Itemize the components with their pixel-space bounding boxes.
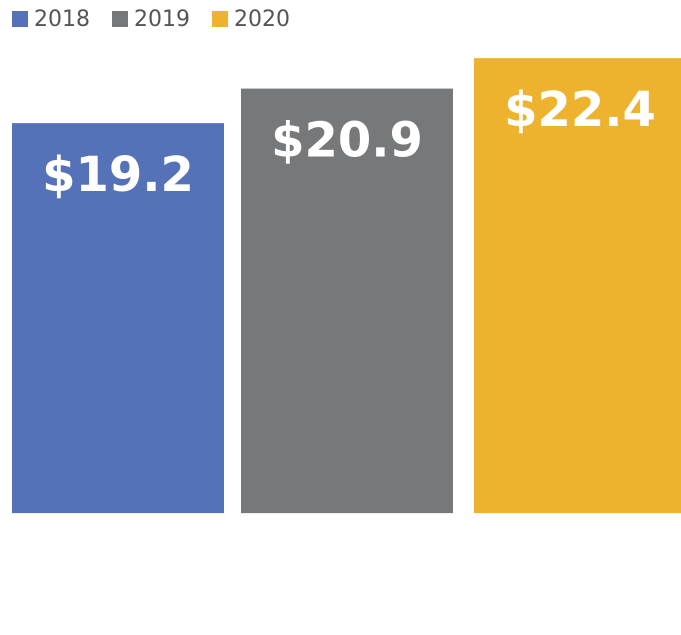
legend-label: 2019 [134, 7, 190, 32]
legend-swatch [12, 11, 28, 27]
bar [474, 58, 681, 514]
value-label: $22.4 [504, 82, 656, 138]
legend-swatch [212, 11, 228, 27]
bar [12, 123, 224, 514]
legend-swatch [112, 11, 128, 27]
value-label: $20.9 [271, 113, 423, 169]
legend-label: 2020 [234, 7, 290, 32]
legend-label: 2018 [34, 7, 90, 32]
bar [241, 88, 453, 514]
value-label: $19.2 [42, 147, 194, 203]
